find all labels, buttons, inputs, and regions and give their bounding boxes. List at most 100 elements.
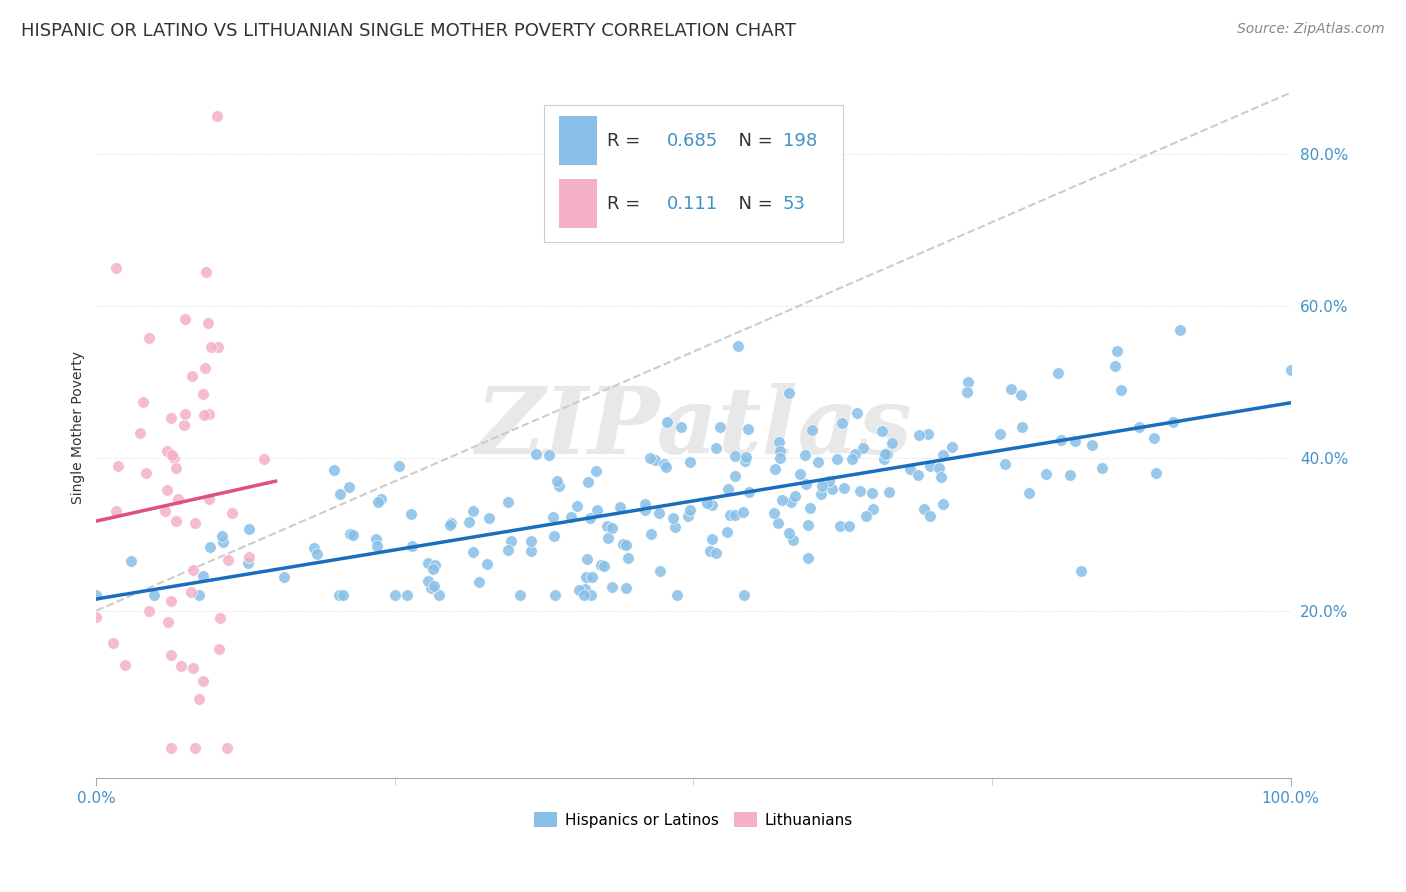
- Point: [475, 557, 498, 571]
- Point: [640, 527, 662, 541]
- Point: [165, 514, 187, 528]
- Point: [332, 589, 354, 603]
- Point: [575, 552, 598, 566]
- Point: [163, 450, 186, 465]
- Point: [323, 463, 346, 477]
- Point: [704, 441, 727, 455]
- Text: 53: 53: [783, 194, 806, 212]
- Point: [153, 504, 176, 518]
- Point: [852, 441, 875, 455]
- Point: [834, 481, 856, 495]
- Point: [652, 457, 675, 471]
- Point: [828, 518, 851, 533]
- Point: [167, 491, 190, 506]
- Point: [328, 589, 350, 603]
- Text: R =: R =: [607, 131, 647, 150]
- Point: [932, 497, 955, 511]
- Point: [917, 426, 939, 441]
- Point: [929, 469, 952, 483]
- Point: [592, 559, 614, 574]
- Point: [717, 483, 740, 497]
- Point: [105, 504, 128, 518]
- Point: [666, 589, 689, 603]
- Point: [576, 475, 599, 489]
- Point: [602, 521, 624, 535]
- Point: [733, 505, 755, 519]
- Point: [846, 406, 869, 420]
- Point: [143, 589, 166, 603]
- Point: [461, 545, 484, 559]
- Point: [101, 636, 124, 650]
- Point: [908, 428, 931, 442]
- Point: [181, 660, 204, 674]
- FancyBboxPatch shape: [558, 179, 596, 228]
- Point: [877, 484, 900, 499]
- Point: [768, 435, 790, 450]
- Point: [831, 417, 853, 431]
- Point: [932, 448, 955, 462]
- Point: [994, 457, 1017, 471]
- Point: [209, 611, 232, 625]
- Point: [86, 609, 108, 624]
- Point: [738, 485, 761, 500]
- Point: [669, 420, 692, 434]
- Point: [907, 468, 929, 483]
- Point: [849, 483, 872, 498]
- Point: [337, 480, 360, 494]
- Point: [821, 483, 844, 497]
- Point: [1128, 419, 1150, 434]
- Point: [548, 479, 571, 493]
- Text: 0.111: 0.111: [668, 194, 718, 212]
- Point: [439, 518, 461, 533]
- Point: [778, 526, 800, 541]
- Point: [519, 544, 541, 558]
- Point: [797, 551, 820, 566]
- Point: [1010, 388, 1032, 402]
- Point: [1279, 363, 1302, 377]
- Point: [184, 516, 207, 530]
- Point: [499, 534, 522, 549]
- Point: [173, 417, 195, 432]
- Point: [664, 519, 686, 533]
- Point: [768, 450, 790, 465]
- Point: [1018, 486, 1040, 500]
- Point: [1046, 367, 1069, 381]
- Point: [419, 581, 441, 595]
- Point: [596, 519, 619, 533]
- Point: [880, 436, 903, 450]
- Point: [679, 455, 702, 469]
- Point: [769, 444, 792, 458]
- Point: [252, 452, 274, 467]
- Point: [370, 491, 392, 506]
- Point: [699, 544, 721, 558]
- Point: [920, 508, 942, 523]
- Point: [634, 497, 657, 511]
- Point: [524, 447, 547, 461]
- Point: [193, 408, 215, 422]
- Point: [638, 451, 661, 466]
- Point: [956, 384, 979, 399]
- Point: [572, 589, 595, 603]
- Point: [440, 516, 463, 530]
- Point: [723, 468, 745, 483]
- Text: R =: R =: [607, 194, 647, 212]
- Point: [208, 641, 231, 656]
- Point: [709, 420, 731, 434]
- Point: [188, 589, 211, 603]
- Point: [211, 529, 233, 543]
- Point: [818, 474, 841, 488]
- Point: [870, 424, 893, 438]
- Point: [678, 508, 700, 523]
- Point: [1109, 383, 1132, 397]
- Point: [988, 427, 1011, 442]
- Point: [384, 589, 406, 603]
- Point: [468, 574, 491, 589]
- Point: [827, 451, 849, 466]
- Point: [1000, 382, 1022, 396]
- Point: [696, 496, 718, 510]
- Point: [873, 452, 896, 467]
- Point: [807, 455, 830, 469]
- Point: [395, 589, 418, 603]
- Legend: Hispanics or Latinos, Lithuanians: Hispanics or Latinos, Lithuanians: [529, 805, 859, 834]
- Point: [928, 461, 950, 475]
